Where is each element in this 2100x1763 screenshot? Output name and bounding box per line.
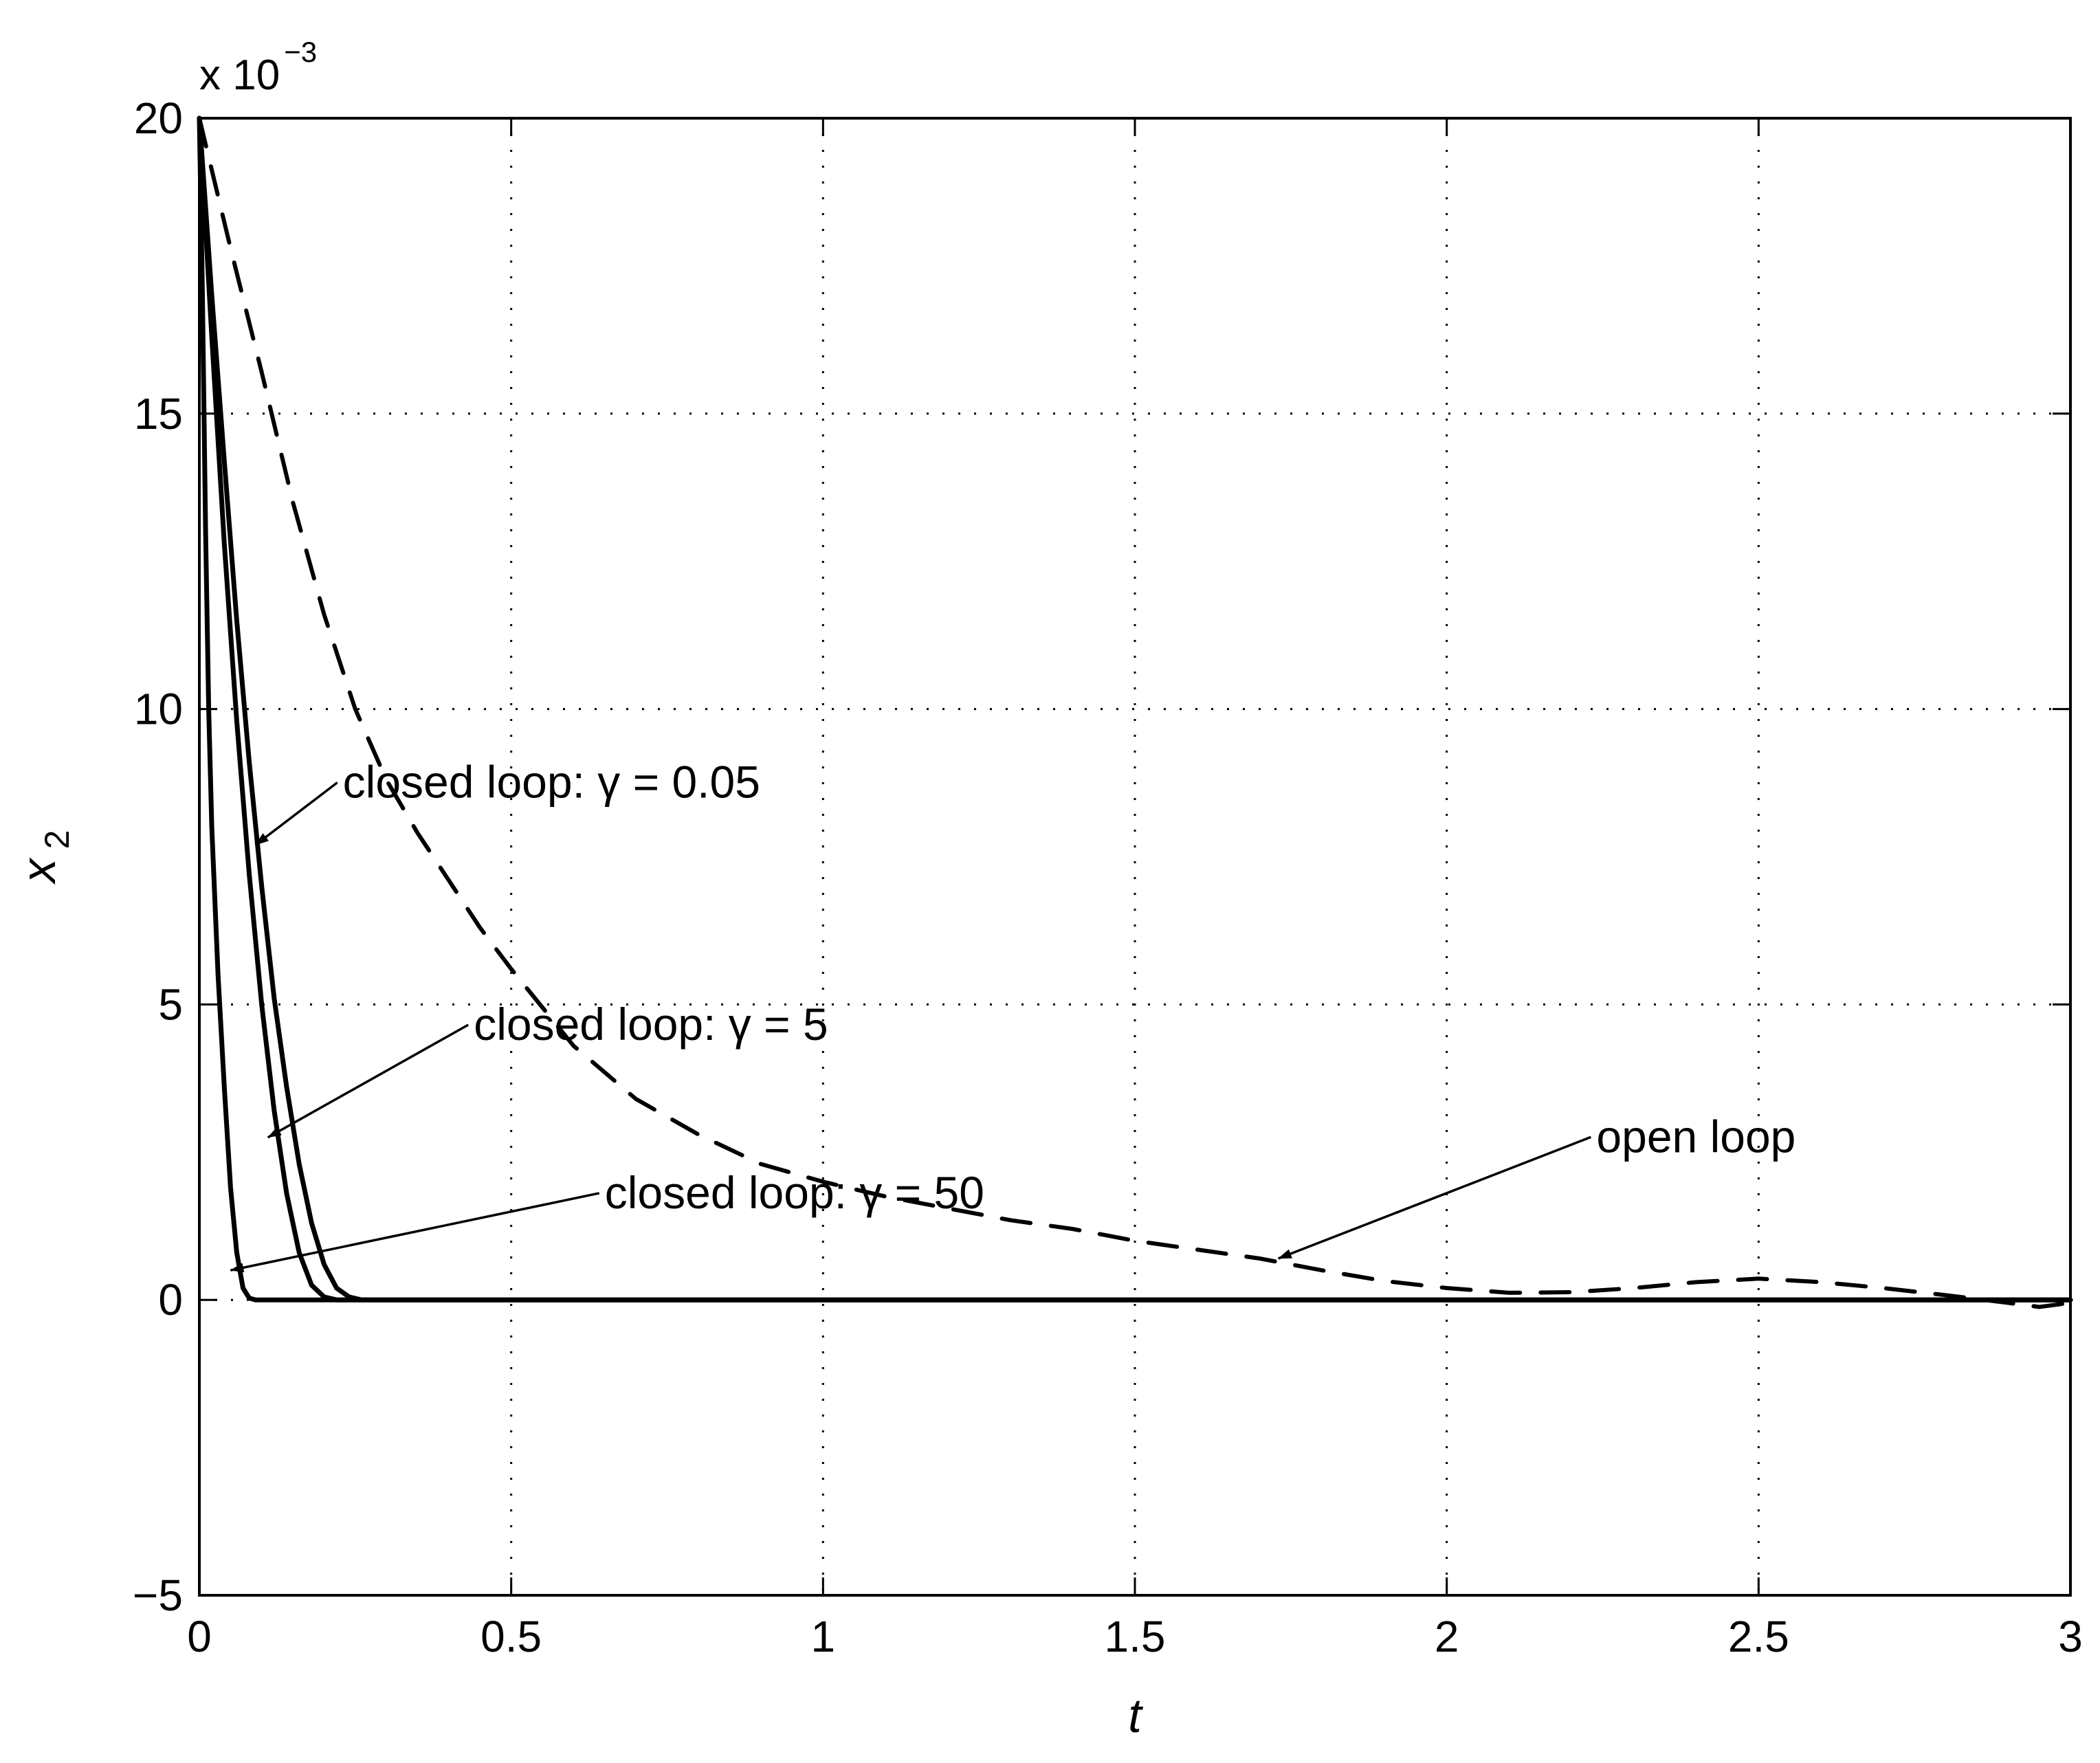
annotation-arrow — [1277, 1135, 1592, 1260]
annotation-label: closed loop: γ = 5 — [474, 999, 828, 1050]
y-axis-label: x2 — [12, 830, 76, 885]
x-tick-label: 3 — [2058, 1612, 2083, 1661]
x-tick-label: 1.5 — [1105, 1612, 1166, 1661]
annotation-arrow — [267, 1023, 469, 1139]
y-scale-base: x 10 — [199, 52, 280, 99]
y-tick-label: 20 — [134, 93, 183, 143]
annotation-label: open loop — [1596, 1111, 1795, 1162]
y-scale-exponent: x 10 −3 — [199, 36, 317, 99]
series-line-dashed — [197, 116, 2073, 1309]
series-line-3 — [197, 115, 2073, 1302]
x-tick-label: 2.5 — [1728, 1612, 1789, 1661]
x-tick-label: 0.5 — [480, 1612, 542, 1661]
x-tick-label: 1 — [811, 1612, 836, 1661]
series-line-2 — [197, 115, 2073, 1302]
y-tick-label: 0 — [158, 1275, 183, 1324]
plot-background — [199, 118, 2070, 1595]
x-tick-label: 2 — [1435, 1612, 1459, 1661]
y-tick-label: −5 — [133, 1571, 183, 1620]
x-axis-label: t — [1128, 1689, 1143, 1742]
annotation-label: closed loop: γ = 0.05 — [343, 757, 760, 808]
x-tick-label: 0 — [187, 1612, 212, 1661]
y-tick-label: 5 — [158, 979, 183, 1029]
annotation-arrow — [230, 1192, 600, 1273]
y-axis-label-subscript: 2 — [38, 830, 76, 850]
annotation-label: closed loop: γ = 50 — [605, 1167, 984, 1218]
y-axis-label-base: x — [12, 856, 65, 885]
y-tick-label: 10 — [134, 685, 183, 734]
y-scale-power: −3 — [284, 36, 317, 68]
annotation-arrow — [254, 781, 338, 846]
series-group — [197, 115, 2073, 1309]
annotations: closed loop: γ = 0.05 closed loop: γ = 5 c… — [230, 757, 1795, 1273]
y-tick-label: 15 — [134, 389, 183, 439]
